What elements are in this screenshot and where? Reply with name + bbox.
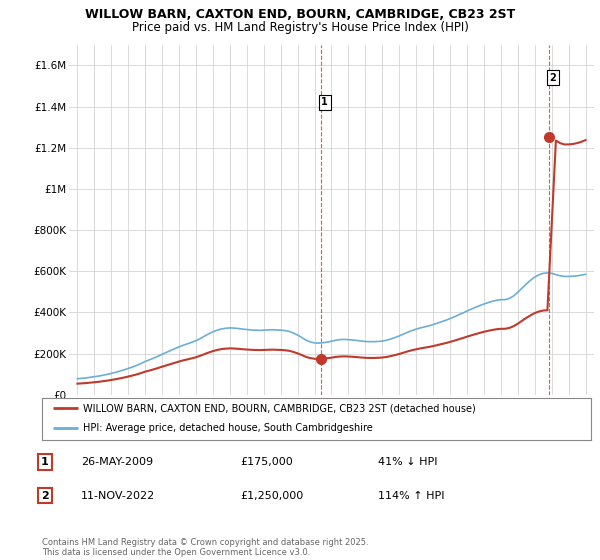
Text: 2: 2 <box>550 73 556 83</box>
Text: 41% ↓ HPI: 41% ↓ HPI <box>378 457 437 467</box>
Text: HPI: Average price, detached house, South Cambridgeshire: HPI: Average price, detached house, Sout… <box>83 423 373 433</box>
Text: 1: 1 <box>322 97 328 108</box>
Text: 1: 1 <box>41 457 49 467</box>
Text: WILLOW BARN, CAXTON END, BOURN, CAMBRIDGE, CB23 2ST: WILLOW BARN, CAXTON END, BOURN, CAMBRIDG… <box>85 8 515 21</box>
Text: 114% ↑ HPI: 114% ↑ HPI <box>378 491 445 501</box>
Text: 2: 2 <box>41 491 49 501</box>
Text: WILLOW BARN, CAXTON END, BOURN, CAMBRIDGE, CB23 2ST (detached house): WILLOW BARN, CAXTON END, BOURN, CAMBRIDG… <box>83 403 476 413</box>
Text: £175,000: £175,000 <box>240 457 293 467</box>
Text: Price paid vs. HM Land Registry's House Price Index (HPI): Price paid vs. HM Land Registry's House … <box>131 21 469 34</box>
Text: Contains HM Land Registry data © Crown copyright and database right 2025.
This d: Contains HM Land Registry data © Crown c… <box>42 538 368 557</box>
Text: 26-MAY-2009: 26-MAY-2009 <box>81 457 153 467</box>
Text: 11-NOV-2022: 11-NOV-2022 <box>81 491 155 501</box>
Text: £1,250,000: £1,250,000 <box>240 491 303 501</box>
